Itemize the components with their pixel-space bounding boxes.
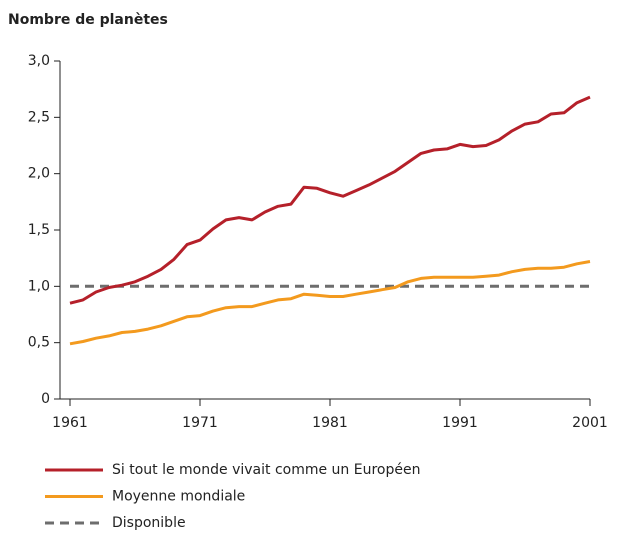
legend-label: Si tout le monde vivait comme un Europée… [112,462,420,478]
legend-label: Disponible [112,515,186,531]
y-tick-label: 0 [41,391,50,407]
x-tick-label: 1991 [442,415,478,431]
x-tick-label: 2001 [572,415,608,431]
series-line [69,95,591,305]
y-tick-label: 0,5 [28,335,50,351]
chart-title: Nombre de planètes [8,12,168,28]
x-tick-label: 1971 [182,415,218,431]
y-tick-label: 3,0 [28,53,50,69]
y-tick-label: 2,0 [28,166,50,182]
series-line [69,260,591,346]
legend-label: Moyenne mondiale [112,489,245,505]
y-tick-label: 2,5 [28,109,50,125]
y-tick-label: 1,0 [28,278,50,294]
x-tick-label: 1981 [312,415,348,431]
y-tick-label: 1,5 [28,222,50,238]
x-tick-label: 1961 [52,415,88,431]
